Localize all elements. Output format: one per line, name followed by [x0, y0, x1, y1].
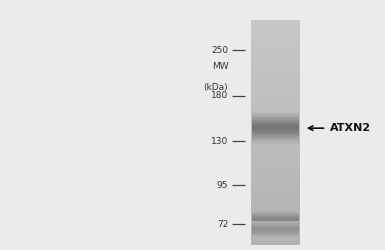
Text: 250: 250 — [211, 46, 228, 54]
Text: (kDa): (kDa) — [204, 83, 228, 92]
Text: ATXN2: ATXN2 — [330, 123, 372, 133]
Text: 180: 180 — [211, 92, 228, 100]
Text: MW: MW — [212, 62, 228, 71]
Text: 130: 130 — [211, 137, 228, 146]
Text: 72: 72 — [217, 220, 228, 228]
Text: 95: 95 — [217, 181, 228, 190]
